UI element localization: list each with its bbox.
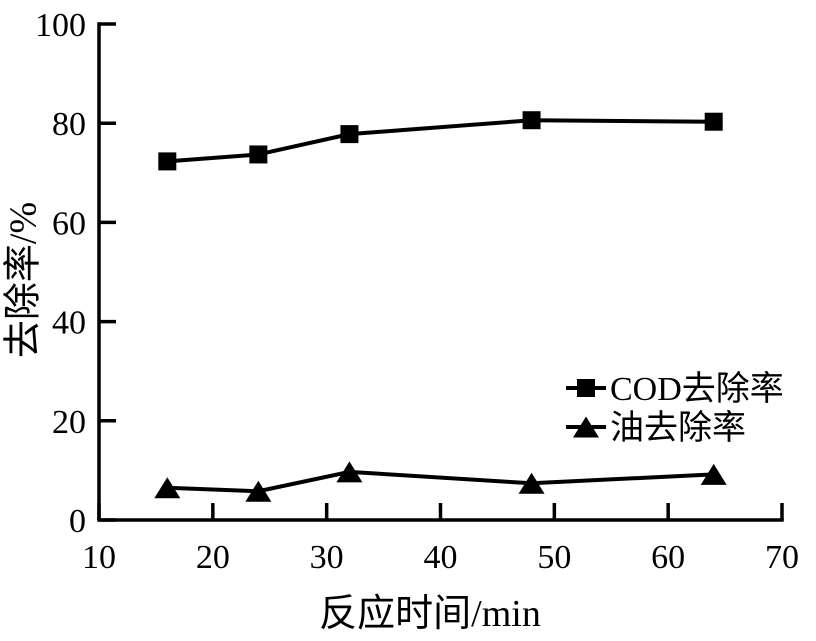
series-line-1 (167, 469, 714, 494)
series-marker-1 (518, 472, 545, 494)
series-marker-1 (154, 477, 181, 499)
series-marker-0 (340, 125, 359, 144)
series-marker-1 (336, 461, 363, 483)
series-marker-0 (249, 145, 268, 164)
x-tick-label: 50 (537, 539, 571, 576)
x-tick-label: 40 (424, 539, 458, 576)
y-tick-label: 60 (52, 205, 86, 242)
series-marker-1 (245, 480, 272, 502)
y-tick-label: 100 (35, 7, 86, 44)
series-line-0 (167, 118, 714, 164)
y-tick-label: 0 (69, 503, 86, 540)
x-tick-label: 20 (196, 539, 230, 576)
y-tick-label: 20 (52, 404, 86, 441)
series-marker-0 (704, 112, 723, 131)
x-tick-label: 30 (310, 539, 344, 576)
x-axis-title: 反应时间/min (319, 593, 541, 635)
y-tick-label: 40 (52, 305, 86, 342)
x-tick-label: 60 (651, 539, 685, 576)
x-tick-label: 10 (82, 539, 116, 576)
x-tick-label: 70 (765, 539, 799, 576)
series-marker-0 (158, 152, 177, 171)
y-tick-label: 80 (52, 106, 86, 143)
series-marker-1 (700, 463, 727, 485)
legend-label-0: COD去除率 (610, 370, 784, 408)
y-axis-title: 去除率/% (2, 201, 45, 359)
legend-marker-1 (573, 416, 599, 438)
legend-label-1: 油去除率 (610, 409, 746, 447)
series-marker-0 (522, 111, 541, 130)
legend-marker-0 (577, 379, 595, 397)
